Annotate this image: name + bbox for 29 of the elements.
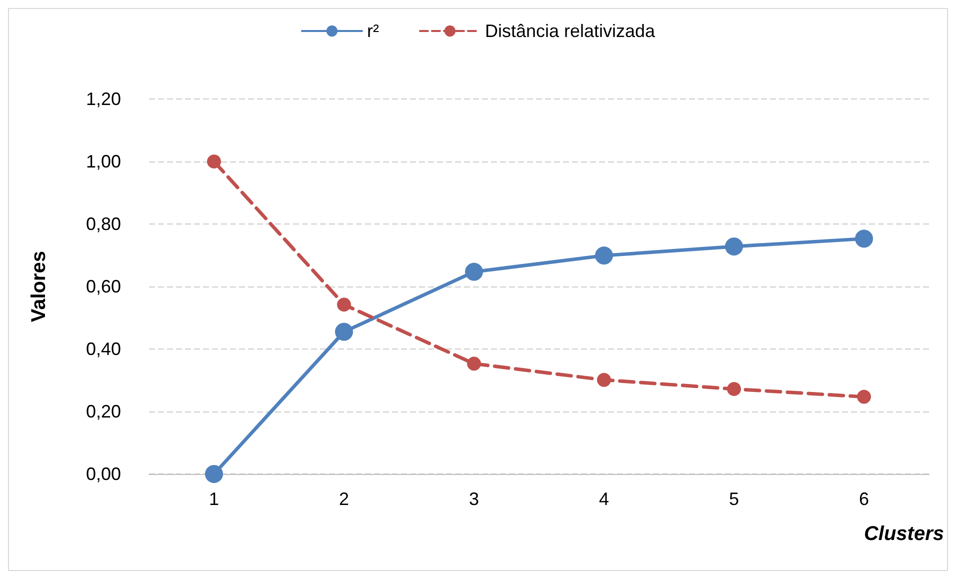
x-tick-label: 6 xyxy=(858,489,870,509)
point xyxy=(595,246,613,265)
x-tick-label: 4 xyxy=(598,489,610,509)
point xyxy=(335,322,353,341)
y-tick-label: 0,20 xyxy=(86,402,121,422)
x-tick-label: 5 xyxy=(728,489,740,509)
x-tick-label: 3 xyxy=(468,489,480,509)
y-tick-label: 0,40 xyxy=(86,339,121,359)
x-tick-label: 1 xyxy=(208,489,220,509)
legend-label: Distância relativizada xyxy=(484,21,656,41)
point xyxy=(857,390,871,404)
y-axis-title: Valores xyxy=(28,250,50,322)
point xyxy=(465,262,483,281)
y-tick-label: 1,00 xyxy=(86,152,121,172)
x-tick-label: 2 xyxy=(338,489,350,509)
point xyxy=(597,372,611,387)
point xyxy=(467,356,481,371)
legend-label: r² xyxy=(366,21,379,41)
x-axis-title: Clusters xyxy=(864,523,944,545)
y-tick-label: 0,60 xyxy=(86,276,121,296)
point xyxy=(727,382,741,396)
y-tick-label: 1,20 xyxy=(86,89,121,109)
point xyxy=(337,298,351,312)
y-tick-label: 0,80 xyxy=(86,214,121,234)
point xyxy=(855,230,873,248)
point xyxy=(205,465,223,483)
point xyxy=(207,154,221,168)
y-tick-label: 0,00 xyxy=(86,464,121,484)
point xyxy=(725,238,743,256)
